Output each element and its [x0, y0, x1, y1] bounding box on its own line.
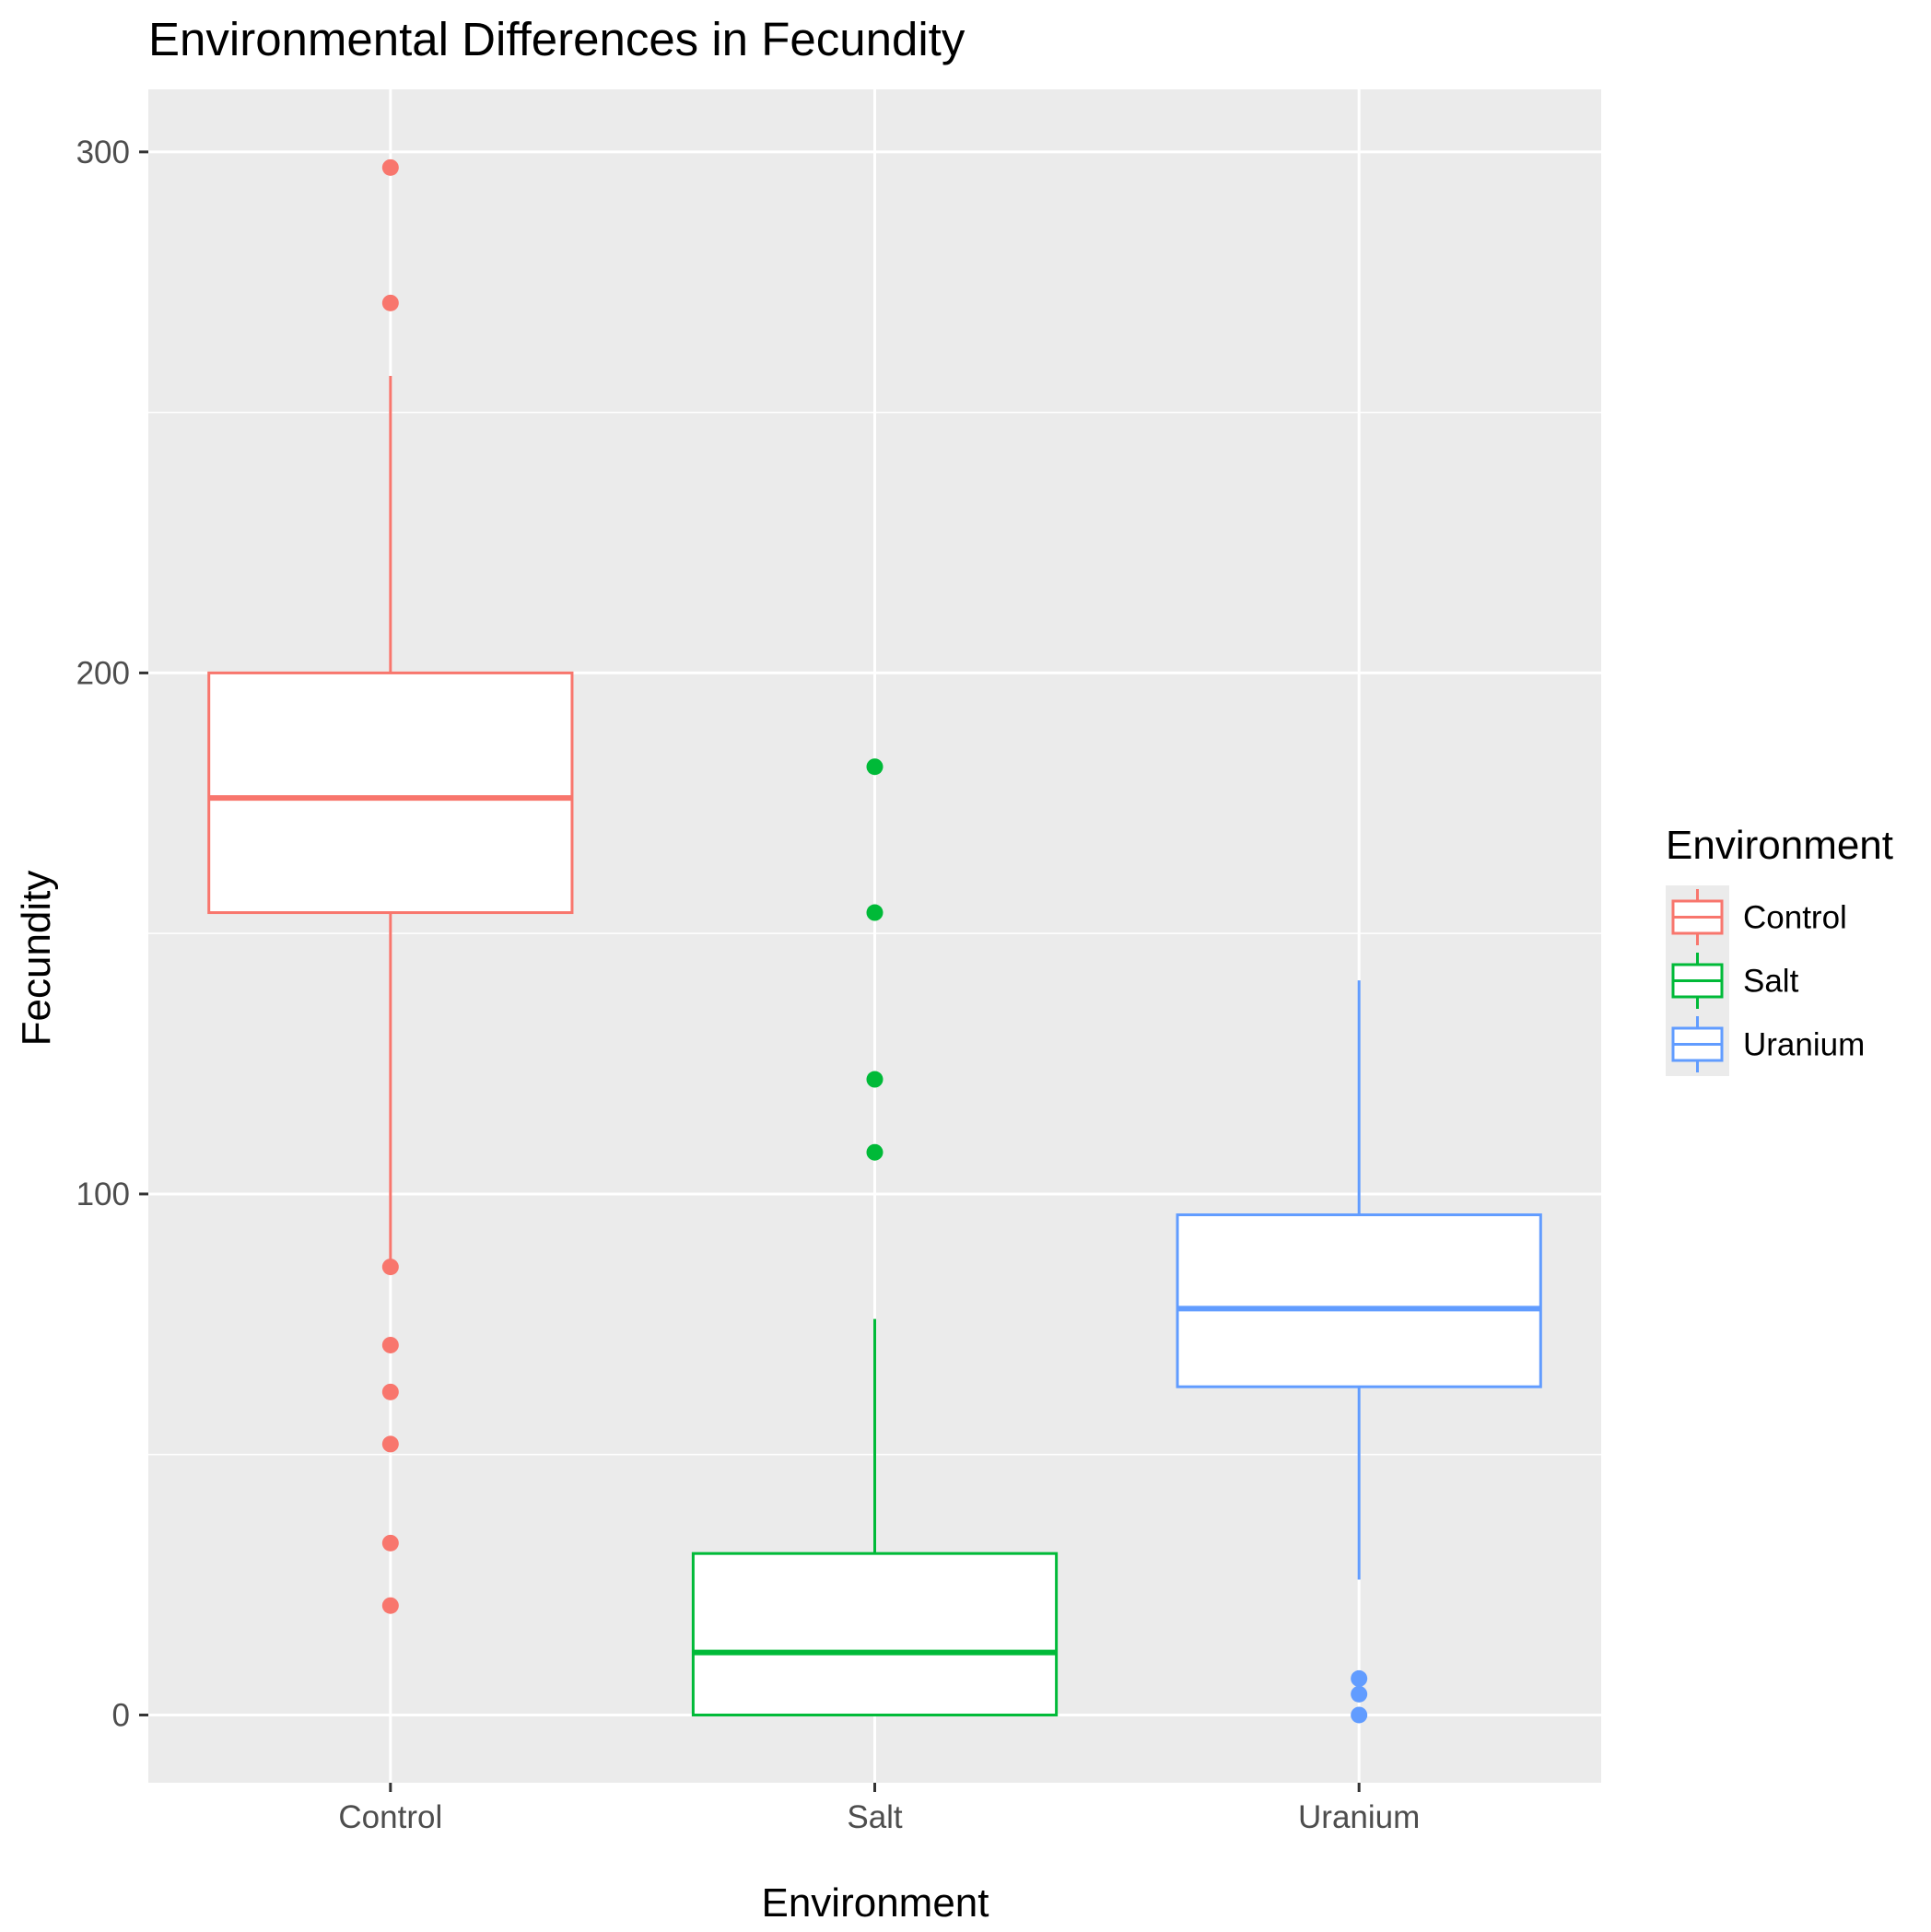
- x-axis-title: Environment: [761, 1880, 989, 1926]
- y-axis-title: Fecundity: [14, 871, 59, 1047]
- legend-title: Environment: [1666, 823, 1893, 868]
- box-iqr: [207, 671, 574, 915]
- y-tick-label: 200: [76, 655, 130, 691]
- box-uranium: [1176, 980, 1542, 1724]
- chart-title: Environmental Differences in Fecundity: [148, 13, 966, 65]
- legend-label: Control: [1743, 900, 1847, 936]
- outlier-point: [866, 904, 884, 921]
- outlier-point: [381, 1597, 399, 1614]
- box-control: [207, 158, 574, 1614]
- outlier-point: [381, 1534, 399, 1551]
- outlier-point: [866, 1071, 884, 1088]
- legend: Environment Control Salt Uranium: [1666, 823, 1893, 1076]
- outlier-point: [381, 1435, 399, 1453]
- legend-label: Uranium: [1743, 1027, 1865, 1063]
- outlier-point: [1351, 1685, 1368, 1703]
- box-salt: [691, 758, 1059, 1716]
- y-tick-label: 0: [112, 1697, 130, 1733]
- outlier-point: [381, 294, 399, 311]
- plot-panel: [148, 89, 1601, 1783]
- outlier-point: [381, 1336, 399, 1353]
- axes: 0 100 200 300 Control Salt Uranium: [76, 135, 1421, 1835]
- box-iqr: [1176, 1213, 1542, 1388]
- legend-item-uranium: Uranium: [1666, 1013, 1865, 1076]
- x-tick-label: Control: [338, 1799, 442, 1835]
- outlier-point: [381, 158, 399, 176]
- outlier-point: [381, 1383, 399, 1400]
- outlier-point: [1351, 1706, 1368, 1724]
- legend-item-salt: Salt: [1666, 949, 1799, 1013]
- y-tick-label: 100: [76, 1177, 130, 1212]
- x-tick-label: Salt: [847, 1799, 903, 1835]
- outlier-point: [1351, 1669, 1368, 1687]
- legend-item-control: Control: [1666, 885, 1847, 949]
- box-iqr: [691, 1551, 1059, 1716]
- x-tick-label: Uranium: [1298, 1799, 1420, 1835]
- y-tick-label: 300: [76, 135, 130, 170]
- outlier-point: [866, 758, 884, 776]
- outlier-point: [381, 1259, 399, 1276]
- outlier-point: [866, 1143, 884, 1161]
- legend-label: Salt: [1743, 964, 1799, 1000]
